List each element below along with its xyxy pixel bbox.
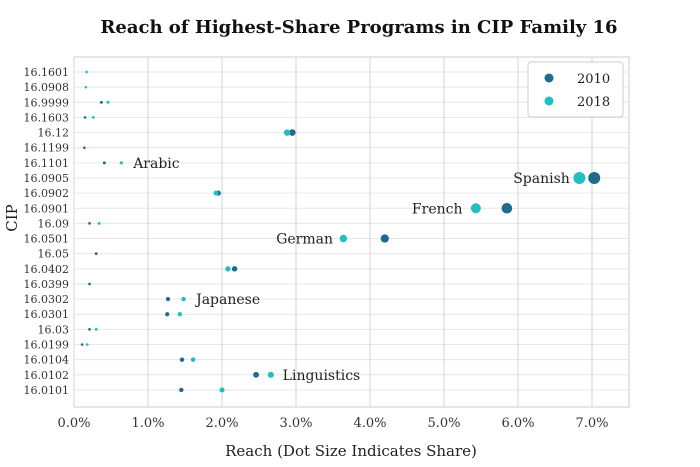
annotation-japanese: Japanese <box>194 292 260 308</box>
point-2010-16.12 <box>289 129 296 136</box>
y-tick-label: 16.0399 <box>24 278 70 291</box>
point-2010-16.0102 <box>253 371 259 378</box>
y-axis-label: CIP <box>3 204 21 232</box>
y-tick-label: 16.03 <box>38 323 70 336</box>
y-tick-label: 16.0501 <box>24 233 70 246</box>
point-2010-16.0905 <box>588 171 601 184</box>
point-2010-16.0104 <box>179 357 185 362</box>
point-2010-16.0101 <box>179 387 184 393</box>
point-2018-16.09 <box>97 221 101 225</box>
point-2018-16.0101 <box>219 387 225 393</box>
point-2010-16.0402 <box>231 266 238 272</box>
y-tick-label: 16.09 <box>38 217 70 230</box>
point-2010-16.9999 <box>99 100 103 104</box>
point-2018-16.1603 <box>91 116 95 119</box>
point-2018-16.0302 <box>181 296 186 302</box>
point-2010-16.0901 <box>501 202 513 214</box>
y-tick-label: 16.0102 <box>24 369 70 382</box>
y-tick-label: 16.12 <box>38 127 70 140</box>
point-2018-16.0104 <box>190 357 196 362</box>
legend-marker-2018 <box>544 96 554 106</box>
point-2010-16.0302 <box>165 297 171 302</box>
y-tick-label: 16.0908 <box>24 81 70 94</box>
y-tick-label: 16.0302 <box>24 293 70 306</box>
point-2018-16.0902 <box>213 190 219 196</box>
y-tick-label: 16.1199 <box>24 142 70 155</box>
y-tick-label: 16.0905 <box>24 172 70 185</box>
annotation-spanish: Spanish <box>513 171 570 187</box>
point-2018-16.0199 <box>85 343 89 346</box>
y-tick-label: 16.9999 <box>24 96 70 109</box>
x-tick-label: 5.0% <box>427 416 460 431</box>
point-2018-16.0301 <box>177 312 183 317</box>
point-2018-16.0905 <box>573 171 586 184</box>
legend-label-2018: 2018 <box>577 95 610 110</box>
y-tick-label: 16.0199 <box>24 339 70 352</box>
point-2010-16.05 <box>94 252 98 256</box>
point-2018-16.9999 <box>106 100 110 104</box>
point-2010-16.1603 <box>83 116 87 119</box>
x-tick-label: 0.0% <box>57 416 90 431</box>
point-2010-16.0399 <box>88 282 91 286</box>
y-tick-label: 16.1101 <box>24 157 70 170</box>
annotation-arabic: Arabic <box>132 156 180 172</box>
y-tick-label: 16.1601 <box>24 66 70 79</box>
x-tick-label: 4.0% <box>353 416 386 431</box>
point-2018-16.1601 <box>85 70 88 74</box>
x-tick-label: 3.0% <box>279 416 312 431</box>
point-2010-16.0199 <box>80 343 84 346</box>
legend-marker-2010 <box>544 73 554 83</box>
point-2018-16.0102 <box>267 371 274 378</box>
legend: 2010 2018 <box>527 61 624 118</box>
point-2018-16.0908 <box>84 85 88 89</box>
legend-label-2010: 2010 <box>577 72 610 87</box>
x-tick-label: 6.0% <box>501 416 534 431</box>
x-axis-label: Reach (Dot Size Indicates Share) <box>225 442 477 460</box>
y-tick-label: 16.0402 <box>24 263 70 276</box>
y-tick-label: 16.1603 <box>24 111 70 124</box>
point-2018-16.12 <box>283 129 291 136</box>
point-2010-16.1199 <box>83 146 86 149</box>
annotation-french: French <box>412 201 463 217</box>
x-tick-label: 7.0% <box>575 416 608 431</box>
point-2018-16.0402 <box>225 266 231 272</box>
y-tick-label: 16.05 <box>38 248 70 261</box>
annotation-german: German <box>276 232 333 248</box>
point-2010-16.0501 <box>380 234 389 243</box>
point-2010-16.0301 <box>165 312 170 317</box>
point-2010-16.09 <box>88 222 91 225</box>
point-2018-16.1101 <box>119 161 124 165</box>
y-tick-label: 16.0901 <box>24 202 70 215</box>
annotation-linguistics: Linguistics <box>283 368 361 384</box>
y-tick-label: 16.0301 <box>24 308 70 321</box>
point-2018-16.03 <box>94 327 98 331</box>
point-2010-16.03 <box>88 328 91 331</box>
x-tick-label: 1.0% <box>131 416 164 431</box>
point-2018-16.0501 <box>339 234 348 243</box>
x-tick-label: 2.0% <box>205 416 238 431</box>
point-2010-16.1101 <box>102 161 106 165</box>
plot-area: 16.1601 16.0908 16.9999 16.1603 16.12 16.1199… <box>24 56 630 431</box>
y-tick-label: 16.0101 <box>24 384 70 397</box>
y-tick-label: 16.0902 <box>24 187 70 200</box>
chart-title: Reach of Highest-Share Programs in CIP F… <box>100 17 617 38</box>
point-2018-16.0901 <box>470 203 481 214</box>
y-tick-label: 16.0104 <box>24 354 70 367</box>
